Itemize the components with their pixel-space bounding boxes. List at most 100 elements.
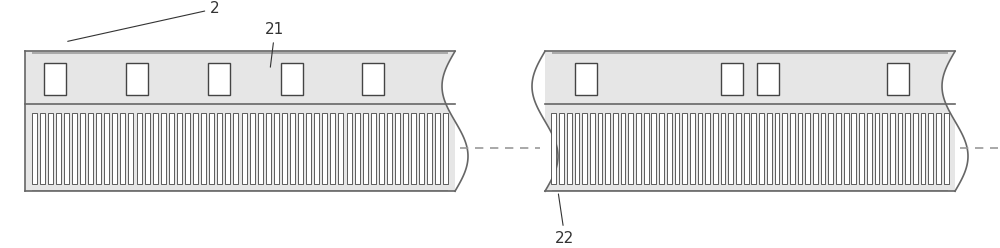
Bar [48, 113, 53, 184]
Bar [567, 113, 572, 184]
Bar [72, 113, 77, 184]
Bar [32, 113, 37, 184]
Bar [112, 113, 117, 184]
Bar [120, 113, 125, 184]
Bar [443, 113, 448, 184]
Bar [266, 113, 271, 184]
Bar [419, 113, 424, 184]
Bar [545, 51, 955, 191]
Bar [64, 113, 69, 184]
Bar [905, 113, 910, 184]
Bar [721, 113, 725, 184]
Bar [836, 113, 841, 184]
Bar [590, 113, 595, 184]
Bar [32, 189, 448, 191]
Bar [379, 113, 384, 184]
Bar [782, 113, 787, 184]
Bar [775, 113, 779, 184]
Bar [759, 113, 764, 184]
Bar [898, 113, 902, 184]
Bar [575, 113, 579, 184]
Text: 21: 21 [265, 22, 285, 67]
Bar [96, 113, 101, 184]
Bar [890, 113, 895, 184]
Bar [790, 113, 795, 184]
Bar [347, 113, 352, 184]
Bar [281, 63, 303, 95]
Bar [628, 113, 633, 184]
Bar [844, 113, 849, 184]
Bar [44, 63, 66, 95]
Bar [153, 113, 158, 184]
Bar [705, 113, 710, 184]
Bar [25, 51, 455, 191]
Bar [250, 113, 255, 184]
Bar [928, 113, 933, 184]
Bar [713, 113, 718, 184]
Bar [233, 113, 238, 184]
Bar [551, 113, 556, 184]
Bar [298, 113, 303, 184]
Bar [80, 113, 85, 184]
Bar [362, 63, 384, 95]
Bar [675, 113, 679, 184]
Bar [913, 113, 918, 184]
Bar [330, 113, 335, 184]
Bar [728, 113, 733, 184]
Bar [605, 113, 610, 184]
Bar [721, 63, 743, 95]
Bar [185, 113, 190, 184]
Bar [882, 113, 887, 184]
Bar [395, 113, 400, 184]
Bar [887, 63, 909, 95]
Bar [363, 113, 368, 184]
Bar [552, 52, 948, 54]
Bar [621, 113, 625, 184]
Bar [690, 113, 695, 184]
Bar [137, 113, 142, 184]
Bar [355, 113, 360, 184]
Bar [411, 113, 416, 184]
Bar [56, 113, 61, 184]
Bar [944, 113, 949, 184]
Bar [582, 113, 587, 184]
Bar [371, 113, 376, 184]
Polygon shape [942, 51, 975, 191]
Bar [322, 113, 327, 184]
Bar [875, 113, 879, 184]
Bar [744, 113, 749, 184]
Bar [314, 113, 319, 184]
Bar [867, 113, 872, 184]
Bar [552, 189, 948, 191]
Bar [169, 113, 174, 184]
Bar [177, 113, 182, 184]
Bar [575, 63, 597, 95]
Bar [936, 113, 941, 184]
Bar [225, 113, 230, 184]
Bar [104, 113, 109, 184]
Bar [290, 113, 295, 184]
Bar [644, 113, 649, 184]
Bar [32, 52, 448, 54]
Bar [813, 113, 818, 184]
Bar [821, 113, 825, 184]
Bar [306, 113, 311, 184]
Bar [851, 113, 856, 184]
Bar [828, 113, 833, 184]
Bar [435, 113, 440, 184]
Bar [274, 113, 279, 184]
Bar [242, 113, 247, 184]
Bar [767, 113, 772, 184]
Bar [682, 113, 687, 184]
Bar [88, 113, 93, 184]
Text: 2: 2 [68, 1, 220, 41]
Text: 22: 22 [555, 194, 575, 246]
Bar [698, 113, 702, 184]
Bar [559, 113, 564, 184]
Bar [145, 113, 150, 184]
Bar [40, 113, 45, 184]
Bar [193, 113, 198, 184]
Bar [217, 113, 222, 184]
Polygon shape [442, 51, 475, 191]
Bar [258, 113, 263, 184]
